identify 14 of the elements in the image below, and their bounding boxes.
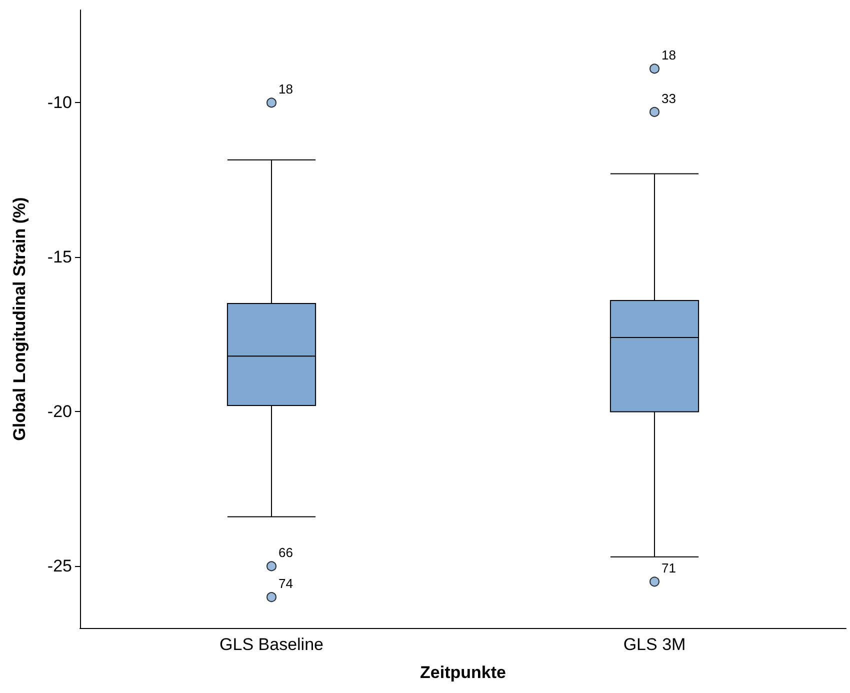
annotation: 74 bbox=[278, 576, 293, 592]
annotation: 66 bbox=[278, 545, 293, 560]
annotation: 18 bbox=[662, 48, 676, 63]
x-tick-label: GLS 3M bbox=[623, 635, 686, 654]
y-axis-title: Global Longitudinal Strain (%) bbox=[10, 197, 29, 441]
x-tick-label: GLS Baseline bbox=[220, 635, 324, 654]
annotation: 71 bbox=[662, 560, 676, 576]
y-tick-label: -15 bbox=[47, 248, 72, 267]
y-tick-label: -25 bbox=[47, 556, 72, 576]
y-tick-label: -10 bbox=[47, 93, 72, 112]
annotation: 18 bbox=[278, 82, 293, 97]
annotation: 33 bbox=[662, 90, 676, 106]
x-axis-title: Zeitpunkte bbox=[420, 663, 506, 682]
y-tick-label: -20 bbox=[47, 402, 72, 422]
